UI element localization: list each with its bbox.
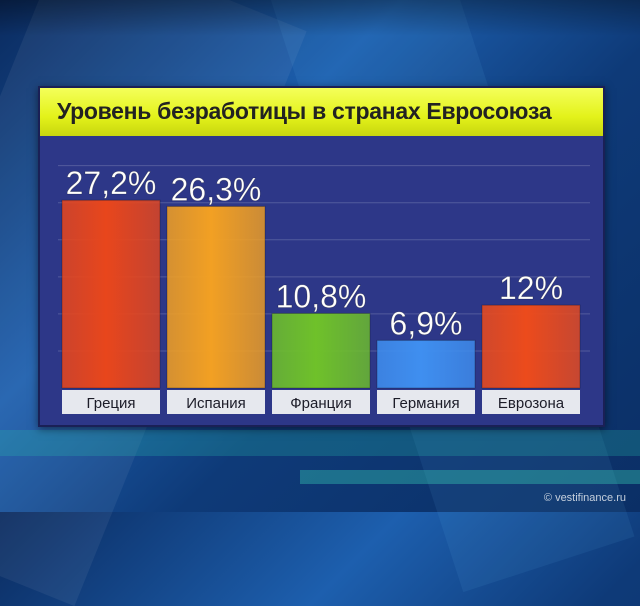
value-label: 6,9%: [390, 305, 463, 341]
bar-2: [271, 312, 371, 389]
bar-3: [376, 339, 476, 389]
value-label: 27,2%: [66, 165, 157, 201]
category-label: Еврозона: [498, 395, 565, 412]
category-label: Германия: [392, 395, 459, 412]
category-label-box: [482, 390, 580, 414]
chart-panel: 27,2% Греция 26,3% Испания 10,8% Франция 6,9% Г…: [38, 86, 605, 427]
background-teal-band: [0, 430, 640, 456]
category-label: Греция: [86, 395, 135, 412]
category-label: Испания: [186, 395, 246, 412]
category-label-box: [167, 390, 265, 414]
value-label: 12%: [499, 270, 563, 306]
bar-4: [481, 304, 581, 389]
bar-1: [166, 205, 266, 389]
watermark: © vestifinance.ru: [543, 492, 626, 504]
bar-chart: 27,2% Греция 26,3% Испания 10,8% Франция 6,9% Г…: [58, 165, 590, 414]
chart-title: Уровень безработицы в странах Евросоюза: [57, 98, 552, 124]
background-teal-band: [300, 470, 640, 484]
category-label-box: [377, 390, 475, 414]
value-label: 10,8%: [276, 278, 367, 314]
category-label-box: [62, 390, 160, 414]
bar-0: [61, 199, 161, 389]
value-label: 26,3%: [171, 171, 262, 207]
chart-title-bar: Уровень безработицы в странах Евросоюза: [40, 88, 603, 136]
category-label-box: [272, 390, 370, 414]
background-top-shade: [0, 0, 640, 36]
category-label: Франция: [290, 395, 351, 412]
